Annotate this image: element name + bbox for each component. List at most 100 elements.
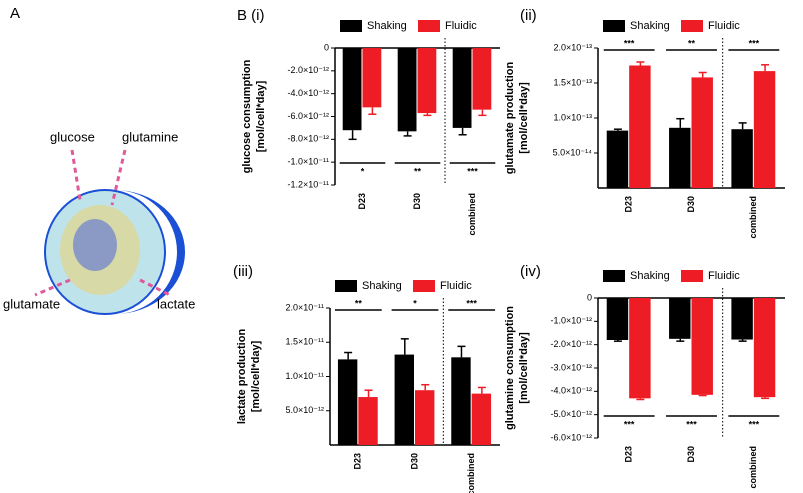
significance-label: *** [624,419,635,429]
bar [731,129,753,188]
legend-label: Fluidic [708,270,740,282]
y-tick-label: -6.0×10⁻¹² [550,432,592,442]
significance-label: * [413,298,417,308]
y-tick-label: -1.0×10⁻¹² [550,316,592,326]
legend-swatch [418,20,440,32]
diagram: A glucose glutamine glutamate lactate [3,5,195,315]
bar [362,48,382,108]
legend-swatch [681,20,703,32]
y-tick-label: -4.0×10⁻¹² [550,386,592,396]
input-label: glutamine [122,129,178,144]
bar [691,77,713,188]
bar [753,298,776,398]
x-tick-label: D23 [353,453,363,470]
chart: B (i) glucose consumption [mol/cell*day] 0 -… [237,7,500,236]
legend-swatch [340,20,362,32]
legend-label: Fluidic [445,20,477,32]
y-axis-label: [mol/cell*day] [255,80,267,152]
bar [629,298,651,399]
bar [606,130,629,188]
arrows [34,149,171,297]
x-tick-label: D30 [409,453,419,470]
x-tick-label: D30 [412,193,422,210]
y-tick-label: 1.5×10⁻¹¹ [285,337,324,347]
y-tick-label: 5.0×10⁻¹⁴ [553,147,593,157]
y-axis-label: lactate production [236,329,248,425]
panel-label: A [10,5,20,22]
bar [451,357,471,445]
significance-label: *** [467,166,478,176]
legend-label: Shaking [630,270,670,282]
x-tick-label: combined [466,453,476,493]
significance-label: * [361,166,365,176]
y-tick-label: 0 [587,292,592,302]
legend-swatch [603,20,625,32]
y-tick-label: -2.0×10⁻¹² [287,65,329,75]
y-tick-label: -1.2×10⁻¹¹ [287,179,329,189]
bar [358,397,378,445]
bar [691,298,713,395]
bar [669,298,691,339]
legend-swatch [681,270,703,282]
y-axis-label: [mol/cell*day] [518,82,530,154]
y-tick-label: -2.0×10⁻¹² [550,339,592,349]
significance-label: ** [414,166,422,176]
bar [337,359,358,445]
significance-label: *** [749,38,760,48]
bar [415,390,435,445]
y-tick-label: 1.0×10⁻¹¹ [285,371,324,381]
panel-label: (iii) [233,263,253,280]
y-tick-label: -4.0×10⁻¹² [287,88,329,98]
bar [417,48,437,114]
panel-label: B (i) [237,7,265,24]
legend-label: Fluidic [708,20,740,32]
y-axis-label: glucose consumption [241,59,253,173]
chart: (iii) lactate production [mol/cell*day] 5.0… [233,263,500,493]
cells-core [73,219,117,271]
x-tick-label: D23 [624,196,634,213]
y-tick-label: 5.0×10⁻¹² [285,405,324,415]
significance-label: *** [466,298,477,308]
x-tick-label: D23 [357,193,367,210]
bar [606,298,629,340]
y-axis-label: glutamate production [504,62,516,175]
y-tick-label: 2.0×10⁻¹³ [553,42,592,52]
x-tick-label: D23 [624,446,634,463]
bar [472,48,492,110]
bar [394,354,414,445]
significance-label: ** [688,38,696,48]
chart: (iv) glutamine consumption [mol/cell*day] 0… [504,263,785,489]
output-label: lactate [157,296,195,311]
significance-label: *** [686,419,697,429]
x-tick-label: combined [748,446,758,489]
y-tick-label: -6.0×10⁻¹² [287,111,329,121]
x-tick-label: D30 [686,446,696,463]
input-label: glucose [50,129,95,144]
y-tick-label: -3.0×10⁻¹² [550,362,592,372]
bar [753,71,776,188]
y-axis-label: [mol/cell*day] [518,332,530,404]
significance-label: *** [749,419,760,429]
y-tick-label: 1.5×10⁻¹³ [553,77,592,87]
y-axis-label: [mol/cell*day] [250,340,262,412]
bar [471,393,492,445]
legend-swatch [335,280,357,292]
y-tick-label: -8.0×10⁻¹² [287,134,329,144]
significance-label: ** [355,298,363,308]
y-tick-label: 0 [324,42,329,52]
output-label: glutamate [3,296,60,311]
y-tick-label: 2.0×10⁻¹¹ [285,302,324,312]
bar [669,127,691,188]
x-tick-label: combined [748,196,758,239]
x-tick-label: D30 [686,196,696,213]
bar [342,48,362,131]
chart: (ii) glutamate production [mol/cell*day] 5.… [504,7,785,239]
legend-swatch [413,280,435,292]
x-tick-label: combined [467,193,477,236]
bar [731,298,753,340]
y-tick-label: 1.0×10⁻¹³ [553,112,592,122]
panel-label: (iv) [520,263,541,280]
bar [629,65,651,188]
legend-label: Shaking [630,20,670,32]
